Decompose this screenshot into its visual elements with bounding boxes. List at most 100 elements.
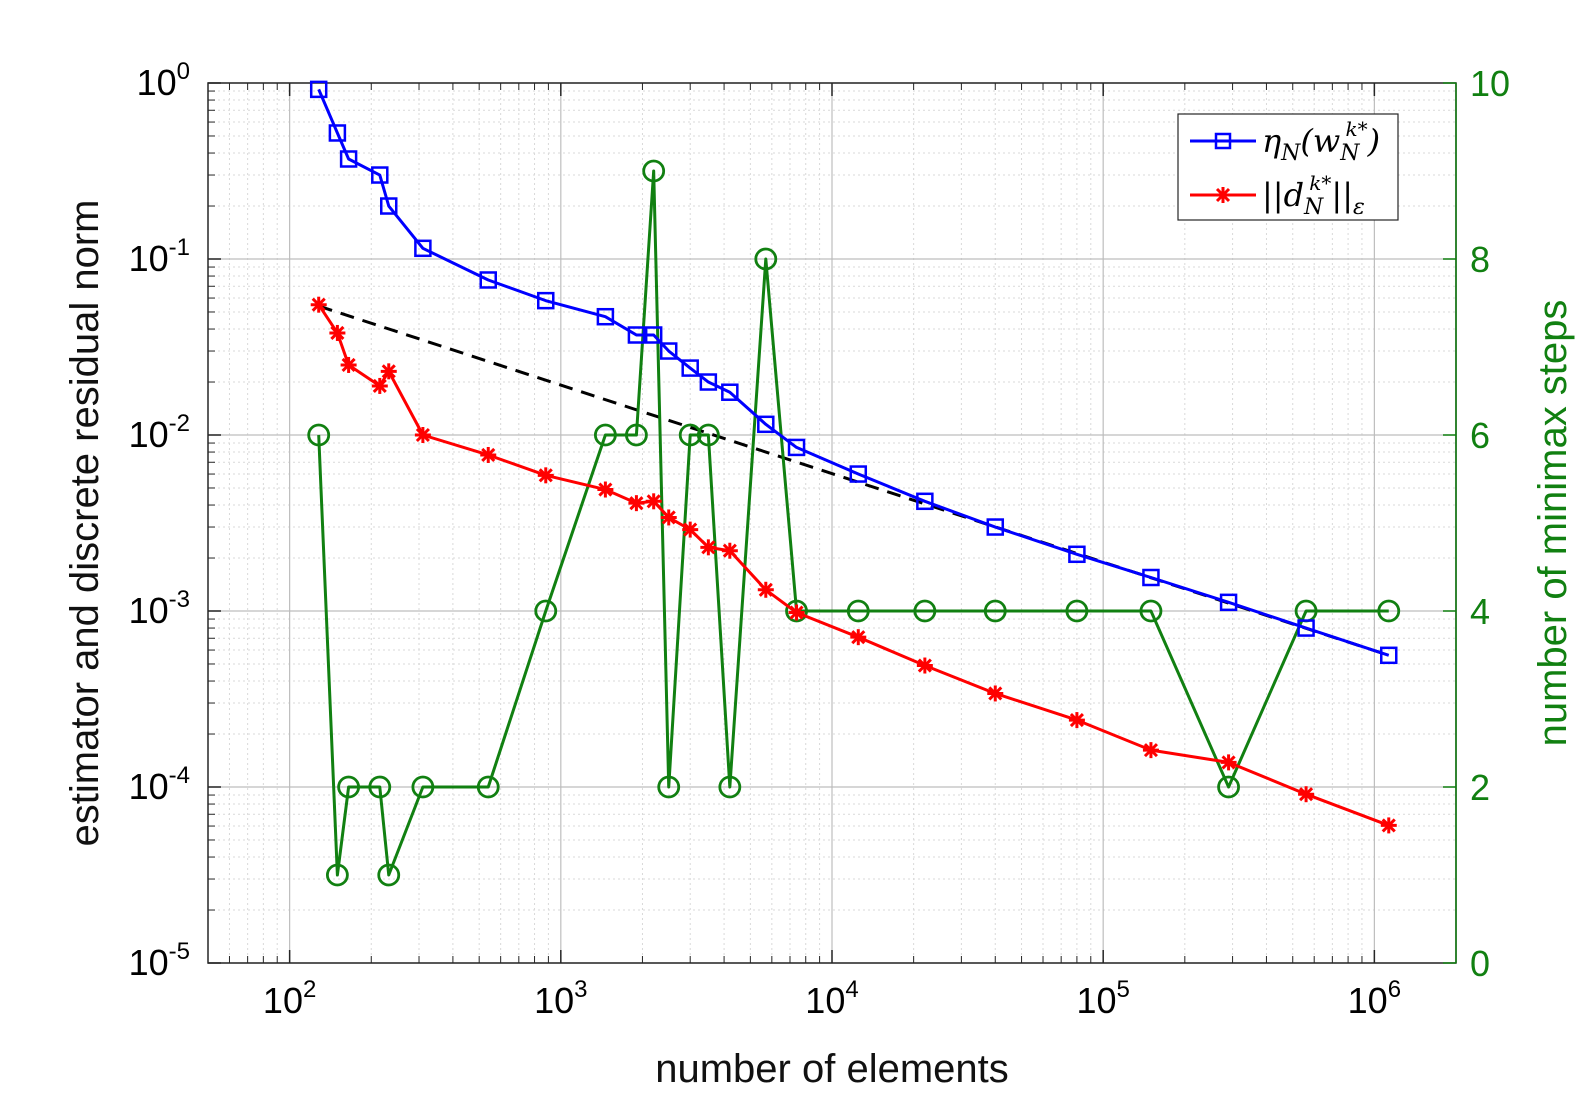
data-point-circle (846, 599, 870, 623)
data-point-square (309, 80, 328, 99)
legend-marker-square (1214, 132, 1232, 150)
data-point-square (1380, 646, 1398, 665)
data-point-circle (754, 247, 778, 271)
data-point-circle (368, 775, 392, 799)
star-stroke (722, 543, 737, 558)
series-1 (310, 296, 1397, 834)
series-0 (309, 80, 1398, 665)
star-stroke (341, 357, 356, 373)
y-axis-title: estimator and discrete residual norm (63, 200, 107, 847)
data-point-circle (534, 599, 558, 623)
legend-marker-star (1215, 187, 1231, 203)
data-point-star (329, 324, 346, 341)
data-point-circle (1217, 775, 1240, 799)
data-point-square (371, 166, 389, 184)
series-line (317, 88, 1390, 657)
star-stroke (789, 605, 804, 620)
legend-label-residual: ||dNk*||ε (1262, 171, 1365, 220)
data-point-star (1380, 817, 1397, 834)
y-tick-label: 10-2 (129, 410, 190, 455)
star-stroke (1299, 787, 1314, 802)
data-point-circle (1139, 599, 1163, 623)
star-stroke (372, 378, 387, 394)
star-stroke (683, 522, 698, 537)
data-point-circle (718, 775, 742, 799)
star-stroke (598, 482, 613, 497)
star-stroke (758, 582, 773, 597)
y-tick-label: 100 (137, 58, 190, 103)
data-point-circle (476, 775, 500, 799)
star-stroke (851, 630, 866, 645)
data-point-circle (411, 775, 435, 799)
data-point-star (340, 356, 357, 373)
star-stroke (311, 297, 326, 312)
x-tick-label: 103 (534, 976, 587, 1021)
x-axis-title: number of elements (655, 1047, 1009, 1091)
y2-tick-label: 6 (1470, 415, 1490, 456)
data-point-star (480, 446, 497, 463)
axis-ticks (207, 82, 1457, 964)
data-point-star (380, 363, 397, 380)
series-layer (307, 80, 1401, 887)
data-point-circle (983, 599, 1007, 623)
y2-tick-label: 10 (1470, 63, 1510, 104)
y-tick-label: 10-4 (129, 762, 190, 807)
data-point-star (788, 604, 805, 621)
data-point-star (987, 685, 1004, 702)
data-point-circle (913, 599, 937, 623)
y-tick-label: 10-1 (129, 234, 190, 279)
star-stroke (1221, 755, 1236, 770)
data-point-star (1142, 742, 1159, 759)
data-point-square (757, 415, 775, 434)
legend-entry-residual: ||dNk*||ε (1190, 171, 1365, 220)
data-point-star (700, 539, 717, 556)
data-point-star (916, 657, 933, 674)
data-point-circle (696, 423, 720, 447)
legend-entry-estimator: ηN(wNk*) (1190, 117, 1380, 166)
data-point-star (1298, 786, 1315, 803)
x-tick-label: 104 (805, 976, 858, 1021)
y2-tick-label: 0 (1470, 943, 1490, 984)
legend-label-estimator: ηN(wNk*) (1262, 117, 1380, 166)
star-stroke (1381, 818, 1396, 833)
data-point-star (682, 521, 699, 538)
star-stroke (538, 468, 553, 483)
data-point-square (644, 326, 663, 344)
data-point-circle (678, 423, 702, 447)
x-tick-labels: 102 103 104 105 106 (263, 976, 1401, 1021)
star-stroke (481, 447, 496, 463)
star-stroke (1069, 713, 1084, 728)
data-point-square (339, 150, 358, 168)
data-point-square (627, 326, 646, 344)
data-point-star (850, 629, 867, 646)
data-point-square (328, 124, 347, 142)
data-point-circle (642, 159, 666, 183)
data-point-circle (1377, 599, 1401, 623)
data-point-circle (657, 775, 681, 799)
data-point-star (660, 509, 677, 526)
data-point-circle (1065, 599, 1089, 623)
y-tick-label: 10-3 (129, 586, 190, 631)
data-point-square (379, 197, 398, 215)
data-point-circle (377, 863, 401, 887)
y2-tick-labels: 0 2 4 6 8 10 (1470, 63, 1510, 984)
star-stroke (661, 510, 676, 525)
star-stroke (988, 686, 1003, 701)
series-2 (307, 159, 1401, 887)
legend: ηN(wNk*) ||dNk*||ε (1177, 113, 1399, 221)
data-point-square (1142, 568, 1160, 587)
data-point-star (757, 581, 774, 598)
y2-tick-label: 8 (1470, 239, 1490, 280)
star-stroke (646, 494, 661, 509)
data-point-square (1068, 545, 1086, 564)
data-point-circle (785, 599, 808, 623)
data-point-square (849, 465, 868, 483)
legend-box (1177, 113, 1399, 221)
star-stroke (381, 364, 396, 379)
y2-tick-label: 4 (1470, 591, 1490, 632)
data-point-square (1219, 593, 1238, 612)
minor-grid (207, 83, 1457, 963)
data-point-star (597, 481, 614, 498)
data-point-square (787, 438, 806, 457)
